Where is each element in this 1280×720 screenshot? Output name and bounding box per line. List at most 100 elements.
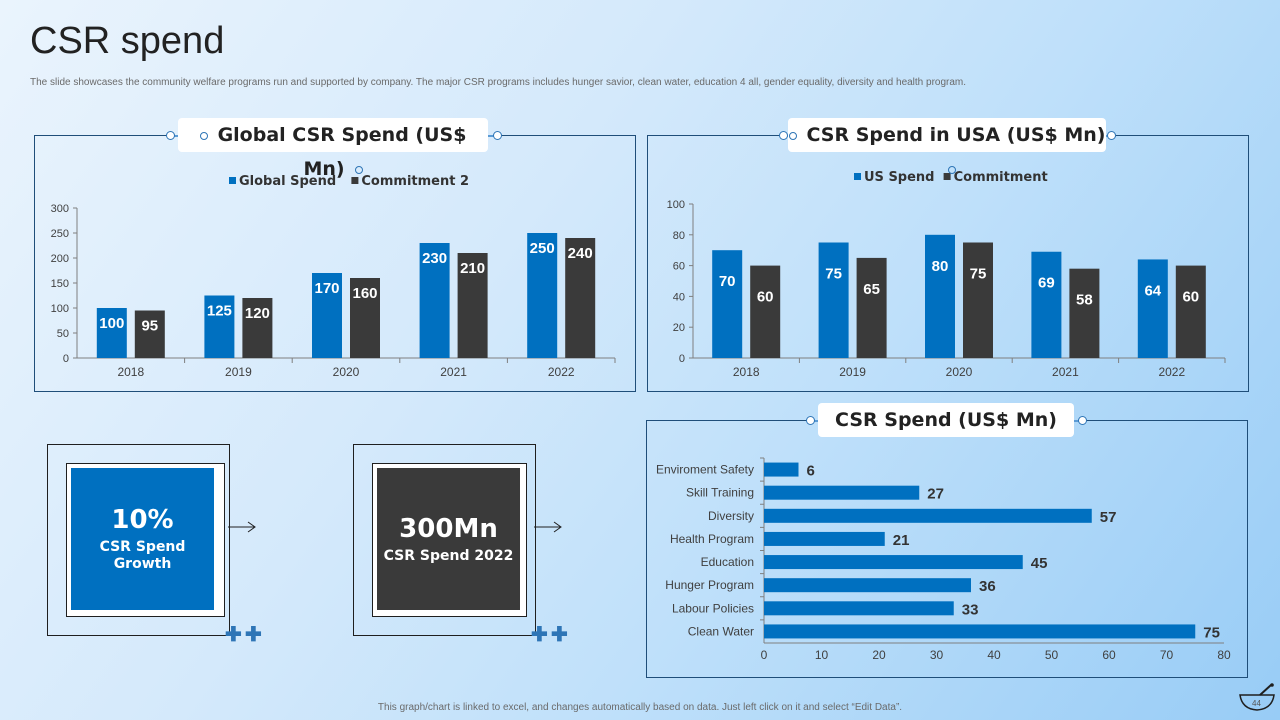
x-tick-label: 2020 [946, 365, 973, 379]
connector-dot [1078, 416, 1087, 425]
data-label: 125 [207, 303, 232, 320]
x-tick-label: 20 [872, 648, 886, 662]
legend-label: Commitment [954, 170, 1048, 185]
y-tick-label: Skill Training [686, 486, 754, 500]
bar-program [764, 601, 954, 616]
bar-program [764, 485, 920, 500]
legend-label: US Spend [864, 170, 935, 185]
bar-commitment [856, 257, 887, 358]
bar-commitment [1069, 268, 1100, 358]
bar-global-spend [419, 243, 450, 358]
bar-us-spend [818, 242, 849, 358]
bar-commitment-2 [242, 298, 273, 358]
page-subtitle: The slide showcases the community welfar… [30, 77, 967, 88]
connector-dot [166, 131, 175, 140]
bar-us-spend [1031, 251, 1062, 358]
global-csr-chart[interactable]: 0 50 100 150 200 250 300 2018 100 95 2019 125 120 202… [35, 136, 635, 391]
data-label: 75 [970, 266, 987, 283]
connector-dot [779, 131, 788, 140]
data-label: 60 [757, 289, 774, 306]
page-title: CSR spend [30, 20, 225, 62]
data-label: 6 [807, 463, 815, 480]
x-tick-label: 2020 [333, 365, 360, 379]
data-label: 70 [719, 273, 736, 290]
footer-note: This graph/chart is linked to excel, and… [377, 702, 903, 713]
x-tick-label: 2019 [839, 365, 866, 379]
y-tick-label: 40 [673, 291, 685, 303]
legend-swatch [854, 173, 861, 180]
usa-chart-title: CSR Spend in USA (US$ Mn) [788, 118, 1106, 174]
data-label: 95 [141, 318, 158, 335]
data-label: 75 [825, 266, 842, 283]
kpi-value: 10% [111, 505, 174, 535]
bar-us-spend [712, 250, 743, 358]
legend-swatch [351, 177, 359, 184]
legend-label: Global Spend [239, 174, 336, 189]
bar-commitment [963, 242, 993, 358]
y-tick-label: Health Program [670, 532, 754, 546]
y-tick-label: Diversity [708, 509, 754, 523]
data-label: 21 [893, 532, 910, 549]
y-tick-label: 60 [673, 261, 685, 273]
data-label: 170 [314, 280, 339, 297]
bar-commitment-2 [134, 310, 165, 358]
page-number: 44 [1252, 699, 1261, 708]
usa-chart-panel[interactable]: 0 20 40 60 80 100 2018 70 60 2019 75 65 2020 80 75 2021… [647, 135, 1249, 392]
plus-outline-icon: ✚ [225, 624, 242, 646]
x-tick-label: 2021 [440, 365, 467, 379]
y-tick-label: Labour Policies [672, 601, 754, 615]
y-tick-label: 50 [57, 328, 69, 340]
plus-outline-icon: ✚ [551, 624, 568, 646]
kpi-label: CSR Spend 2022 [383, 547, 514, 564]
data-label: 33 [962, 601, 979, 618]
data-label: 36 [979, 578, 996, 595]
connector-dot [1107, 131, 1116, 140]
bar-global-spend [312, 273, 342, 358]
legend-label: Commitment 2 [361, 174, 469, 189]
x-tick-label: 40 [987, 648, 1001, 662]
usa-csr-chart[interactable]: 0 20 40 60 80 100 2018 70 60 2019 75 65 2020 80 75 2021… [648, 136, 1248, 391]
title-ring-icon [788, 131, 797, 140]
y-tick-label: 0 [63, 353, 69, 365]
bar-us-spend [925, 234, 955, 358]
x-tick-label: 0 [761, 648, 768, 662]
program-chart-panel[interactable]: 0 10 20 30 40 50 60 70 80 Enviroment Safety 6 Skill… [646, 420, 1248, 678]
y-tick-label: Education [701, 555, 754, 569]
y-tick-label: 300 [51, 203, 69, 215]
connector-dot [806, 416, 815, 425]
y-tick-label: 150 [51, 278, 69, 290]
bar-program [764, 624, 1196, 639]
title-ring-icon [948, 165, 956, 174]
title-ring-icon [354, 165, 363, 174]
y-tick-label: 20 [673, 322, 685, 334]
global-chart-panel[interactable]: 0 50 100 150 200 250 300 2018 100 95 2019 125 120 202… [34, 135, 636, 392]
bar-global-spend [96, 308, 127, 358]
title-ring-icon [199, 131, 208, 140]
plus-outline-icon: ✚ [531, 624, 548, 646]
kpi-label: CSR Spend Growth [99, 539, 186, 572]
y-tick-label: 100 [51, 303, 69, 315]
data-label: 100 [99, 315, 124, 332]
data-label: 75 [1203, 624, 1220, 641]
kpi-card-frame [353, 444, 536, 636]
bar-commitment [750, 265, 781, 358]
data-label: 69 [1038, 275, 1055, 292]
data-label: 57 [1100, 509, 1117, 526]
y-tick-label: 250 [51, 228, 69, 240]
x-tick-label: 2022 [548, 365, 575, 379]
y-tick-label: 100 [667, 199, 685, 211]
x-tick-label: 2022 [1158, 365, 1185, 379]
bar-program [764, 531, 885, 546]
legend-swatch [229, 177, 236, 184]
program-csr-chart[interactable]: 0 10 20 30 40 50 60 70 80 Enviroment Safety 6 Skill… [647, 421, 1247, 677]
bar-commitment-2 [350, 278, 380, 358]
data-label: 65 [863, 281, 880, 298]
y-tick-label: Clean Water [688, 624, 754, 638]
data-label: 120 [245, 305, 270, 322]
mortar-pestle-icon [1239, 683, 1275, 711]
data-label: 210 [460, 260, 485, 277]
y-tick-label: 0 [679, 353, 685, 365]
x-tick-label: 2019 [225, 365, 252, 379]
bar-program [764, 462, 799, 477]
bar-commitment-2 [565, 238, 596, 358]
